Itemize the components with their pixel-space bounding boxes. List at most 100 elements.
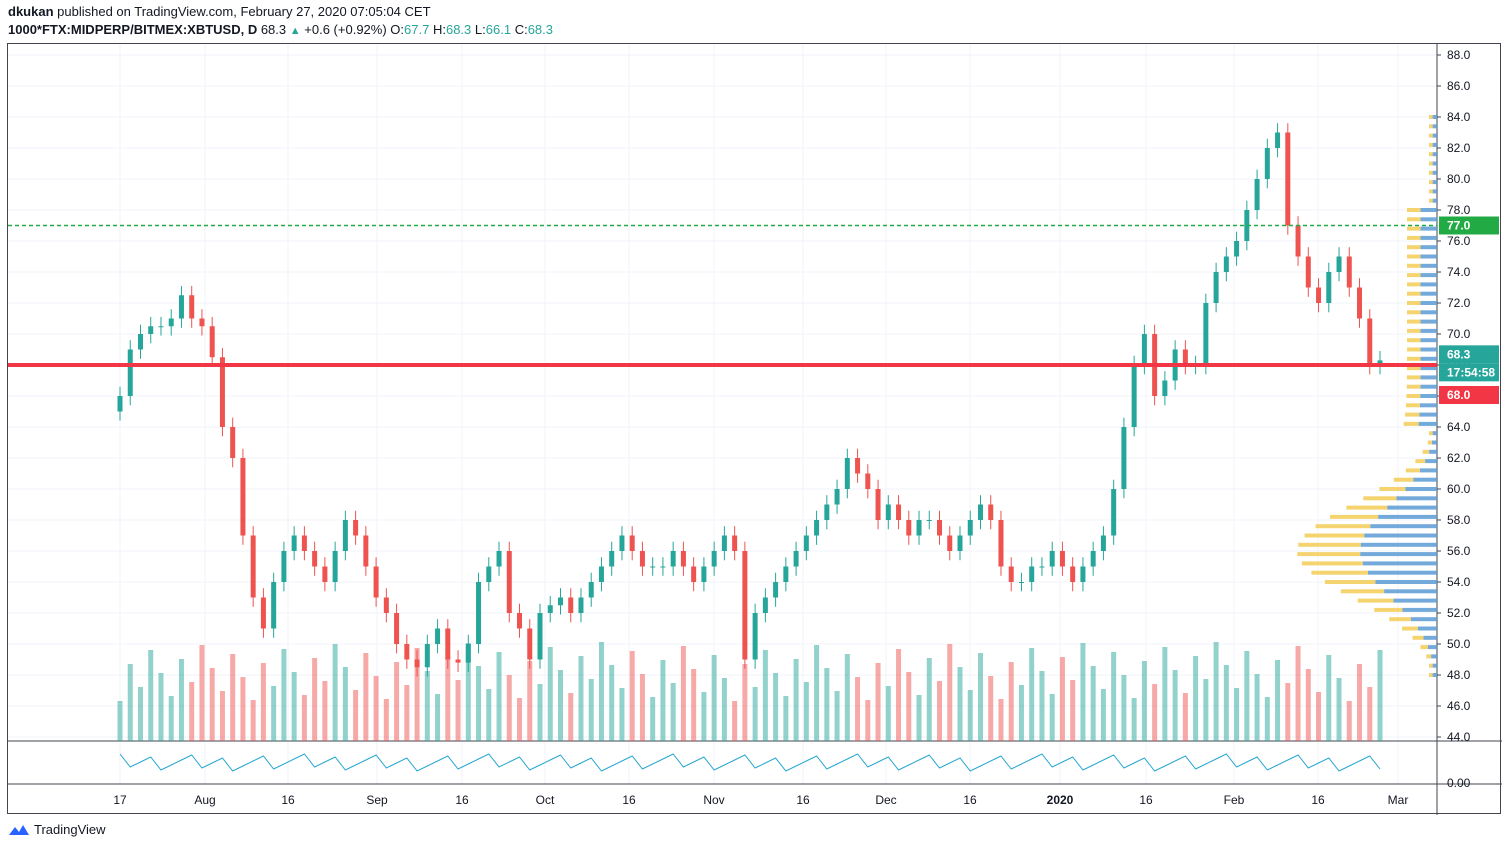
symbol-name[interactable]: 1000*FTX:MIDPERP/BITMEX:XBTUSD, D: [8, 22, 257, 37]
volume-profile-bar: [1423, 450, 1429, 454]
volume-profile-bar: [1428, 441, 1432, 445]
volume-profile-bar: [1407, 310, 1421, 314]
volume-bar: [763, 650, 768, 741]
volume-profile-bar: [1368, 571, 1437, 575]
price-tick-label: 60.0: [1447, 482, 1471, 496]
candle-body: [1060, 551, 1065, 567]
volume-bar: [599, 642, 604, 741]
volume-profile-bar: [1387, 506, 1437, 510]
candle-body: [1265, 148, 1270, 179]
volume-bar: [906, 672, 911, 741]
volume-profile-bar: [1433, 664, 1437, 668]
x-axis-label: Dec: [875, 793, 896, 807]
candle-body: [497, 551, 502, 567]
volume-profile-bar: [1325, 580, 1375, 584]
volume-bar: [128, 664, 133, 741]
candle-body: [138, 334, 143, 350]
volume-bar: [568, 693, 573, 741]
up-triangle-icon: ▲: [290, 25, 301, 37]
volume-profile-bar: [1298, 543, 1360, 547]
candle-body: [742, 551, 747, 660]
candle-body: [333, 551, 338, 582]
candle-body: [1234, 241, 1239, 257]
volume-bar: [435, 694, 440, 741]
candle-body: [589, 582, 594, 598]
candle-body: [763, 598, 768, 614]
chart-frame[interactable]: 17 Aug 16 Sep 16 Oct 16 Nov 16 Dec 16 2020 16 Feb 16 Ma…: [7, 43, 1501, 814]
volume-bar: [886, 686, 891, 741]
volume-profile-bar: [1418, 627, 1437, 631]
volume-bar: [1132, 698, 1137, 741]
volume-profile-bar: [1421, 282, 1438, 286]
volume-profile-bar: [1407, 292, 1421, 296]
candle-body: [281, 551, 286, 582]
volume-profile-bar: [1364, 534, 1437, 538]
candle-body: [1357, 288, 1362, 319]
candle-body: [261, 598, 266, 629]
volume-bar: [619, 688, 624, 741]
candle-body: [476, 582, 481, 644]
volume-bar: [456, 680, 461, 741]
candle-body: [1039, 567, 1044, 568]
volume-profile-bar: [1420, 385, 1437, 389]
volume-profile-bar: [1358, 599, 1394, 603]
candle-body: [292, 536, 297, 552]
candle-body: [1142, 334, 1147, 365]
volume-profile-bar: [1330, 515, 1378, 519]
volume-bar: [589, 679, 594, 741]
candle-body: [517, 613, 522, 629]
volume-bar: [917, 695, 922, 741]
volume-bar: [302, 695, 307, 741]
volume-profile-bar: [1407, 348, 1421, 352]
volume-bar: [835, 691, 840, 741]
candle-body: [1029, 567, 1034, 583]
footer-brand-text: TradingView: [34, 822, 106, 837]
volume-bar: [671, 683, 676, 741]
volume-profile-bar: [1429, 199, 1433, 203]
candle-body: [169, 319, 174, 327]
candle-body: [1050, 551, 1055, 567]
price-tick-label: 52.0: [1447, 606, 1471, 620]
volume-bar: [118, 701, 123, 741]
volume-bar: [312, 658, 317, 741]
candle-body: [425, 644, 430, 667]
volume-bar: [138, 687, 143, 741]
x-axis-label: 2020: [1047, 793, 1074, 807]
volume-profile-bar: [1421, 255, 1438, 259]
volume-bar: [691, 669, 696, 741]
volume-profile-bar: [1360, 552, 1437, 556]
volume-profile-bar: [1406, 468, 1420, 472]
volume-profile-bar: [1424, 636, 1437, 640]
volume-bar: [251, 700, 256, 741]
volume-bar: [425, 671, 430, 741]
volume-bar: [179, 659, 184, 741]
price-tick-label: 72.0: [1447, 296, 1471, 310]
volume-bar: [353, 690, 358, 741]
x-axis-label: 16: [455, 793, 469, 807]
candle-body: [1091, 551, 1096, 567]
volume-bar: [773, 673, 778, 741]
volume-bar: [210, 668, 215, 741]
volume-bar: [1244, 651, 1249, 741]
volume-bar: [476, 666, 481, 741]
volume-bar: [1060, 657, 1065, 741]
volume-bar: [466, 643, 471, 741]
candle-body: [486, 567, 491, 583]
volume-profile-bar: [1429, 134, 1433, 138]
volume-profile-bar: [1374, 608, 1402, 612]
volume-profile-bar: [1421, 208, 1438, 212]
candle-body: [876, 489, 881, 520]
price-chart[interactable]: 17 Aug 16 Sep 16 Oct 16 Nov 16 Dec 16 2020 16 Feb 16 Ma…: [8, 44, 1502, 815]
volume-profile-bar: [1433, 199, 1437, 203]
volume-bar: [220, 691, 225, 741]
candle-body: [1275, 133, 1280, 149]
author-name[interactable]: dkukan: [8, 4, 54, 19]
close-label: C:: [515, 22, 528, 37]
volume-profile-bar: [1429, 180, 1433, 184]
volume-bar: [281, 649, 286, 741]
candle-body: [118, 396, 123, 412]
indicator-tick-label: 0.00: [1447, 776, 1471, 790]
candle-body: [1162, 381, 1167, 397]
volume-bar: [271, 686, 276, 741]
candle-body: [199, 319, 204, 327]
